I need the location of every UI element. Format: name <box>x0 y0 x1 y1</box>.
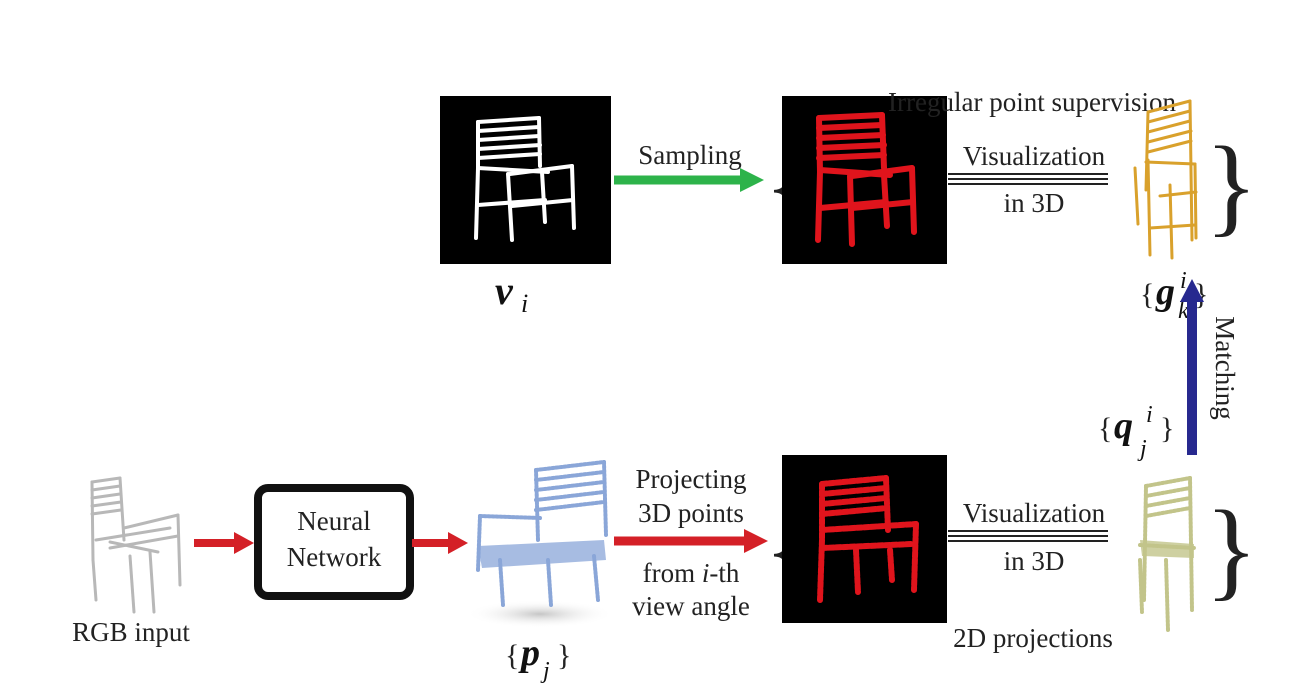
brace-close-bottom: } <box>1205 488 1258 610</box>
svg-text:j: j <box>540 658 550 684</box>
visualization-top: Visualization in 3D <box>948 141 1108 218</box>
p-j-symbol: { p j } <box>505 632 571 684</box>
gold-3d-points-image <box>1133 99 1198 260</box>
svg-text:in 3D: in 3D <box>1004 188 1065 218</box>
predicted-point-cloud-image <box>466 460 614 628</box>
svg-text:g: g <box>1155 271 1175 313</box>
svg-text:i: i <box>1180 268 1187 294</box>
svg-text:{: { <box>1098 412 1112 445</box>
projected-points-image <box>782 455 947 623</box>
matching-label: Matching <box>1210 316 1240 419</box>
svg-text:Neural: Neural <box>297 506 370 536</box>
arrow-input-to-network <box>194 532 254 554</box>
svg-text:Projecting: Projecting <box>636 464 747 494</box>
svg-text:}: } <box>1194 278 1208 311</box>
svg-text:v: v <box>495 268 514 313</box>
svg-text:from i-th: from i-th <box>643 558 740 588</box>
svg-text:view angle: view angle <box>632 591 750 621</box>
sampling-arrow <box>614 168 764 192</box>
svg-text:j: j <box>1137 436 1147 462</box>
q-j-i-symbol: { q i j } <box>1098 402 1174 462</box>
arrow-network-to-points <box>412 532 468 554</box>
visualization-bottom: Visualization in 3D <box>948 498 1108 576</box>
sampled-points-image <box>782 96 947 264</box>
projecting-label: Projecting 3D points from i-th view angl… <box>632 464 750 621</box>
projecting-arrow <box>614 529 768 553</box>
svg-text:}: } <box>557 639 571 672</box>
neural-network-box: Neural Network <box>254 484 414 600</box>
rgb-input-image <box>90 476 182 614</box>
svg-text:in 3D: in 3D <box>1004 546 1065 576</box>
sampling-label: Sampling <box>638 140 742 170</box>
g-k-i-symbol: { g i k } <box>1140 268 1208 324</box>
svg-text:Network: Network <box>287 542 382 572</box>
irregular-point-supervision-label: Irregular point supervision <box>888 87 1176 117</box>
rgb-input-label: RGB input <box>72 617 190 647</box>
brace-close-top: } <box>1205 124 1258 246</box>
svg-text:k: k <box>1178 298 1189 324</box>
matching-arrow <box>1180 279 1204 455</box>
svg-text:i: i <box>521 289 528 318</box>
svg-text:}: } <box>1160 412 1174 445</box>
svg-text:q: q <box>1114 405 1133 447</box>
svg-text:3D points: 3D points <box>638 498 744 528</box>
olive-3d-points-image <box>1138 476 1197 632</box>
svg-text:{: { <box>505 639 519 672</box>
svg-text:Visualization: Visualization <box>963 141 1106 171</box>
svg-text:{: { <box>1140 278 1154 311</box>
svg-text:p: p <box>518 632 540 674</box>
2d-projections-label: 2D projections <box>953 623 1113 653</box>
svg-text:Visualization: Visualization <box>963 498 1106 528</box>
v-i-symbol: v i <box>495 268 528 318</box>
silhouette-image <box>440 96 611 264</box>
svg-text:i: i <box>1146 402 1153 428</box>
